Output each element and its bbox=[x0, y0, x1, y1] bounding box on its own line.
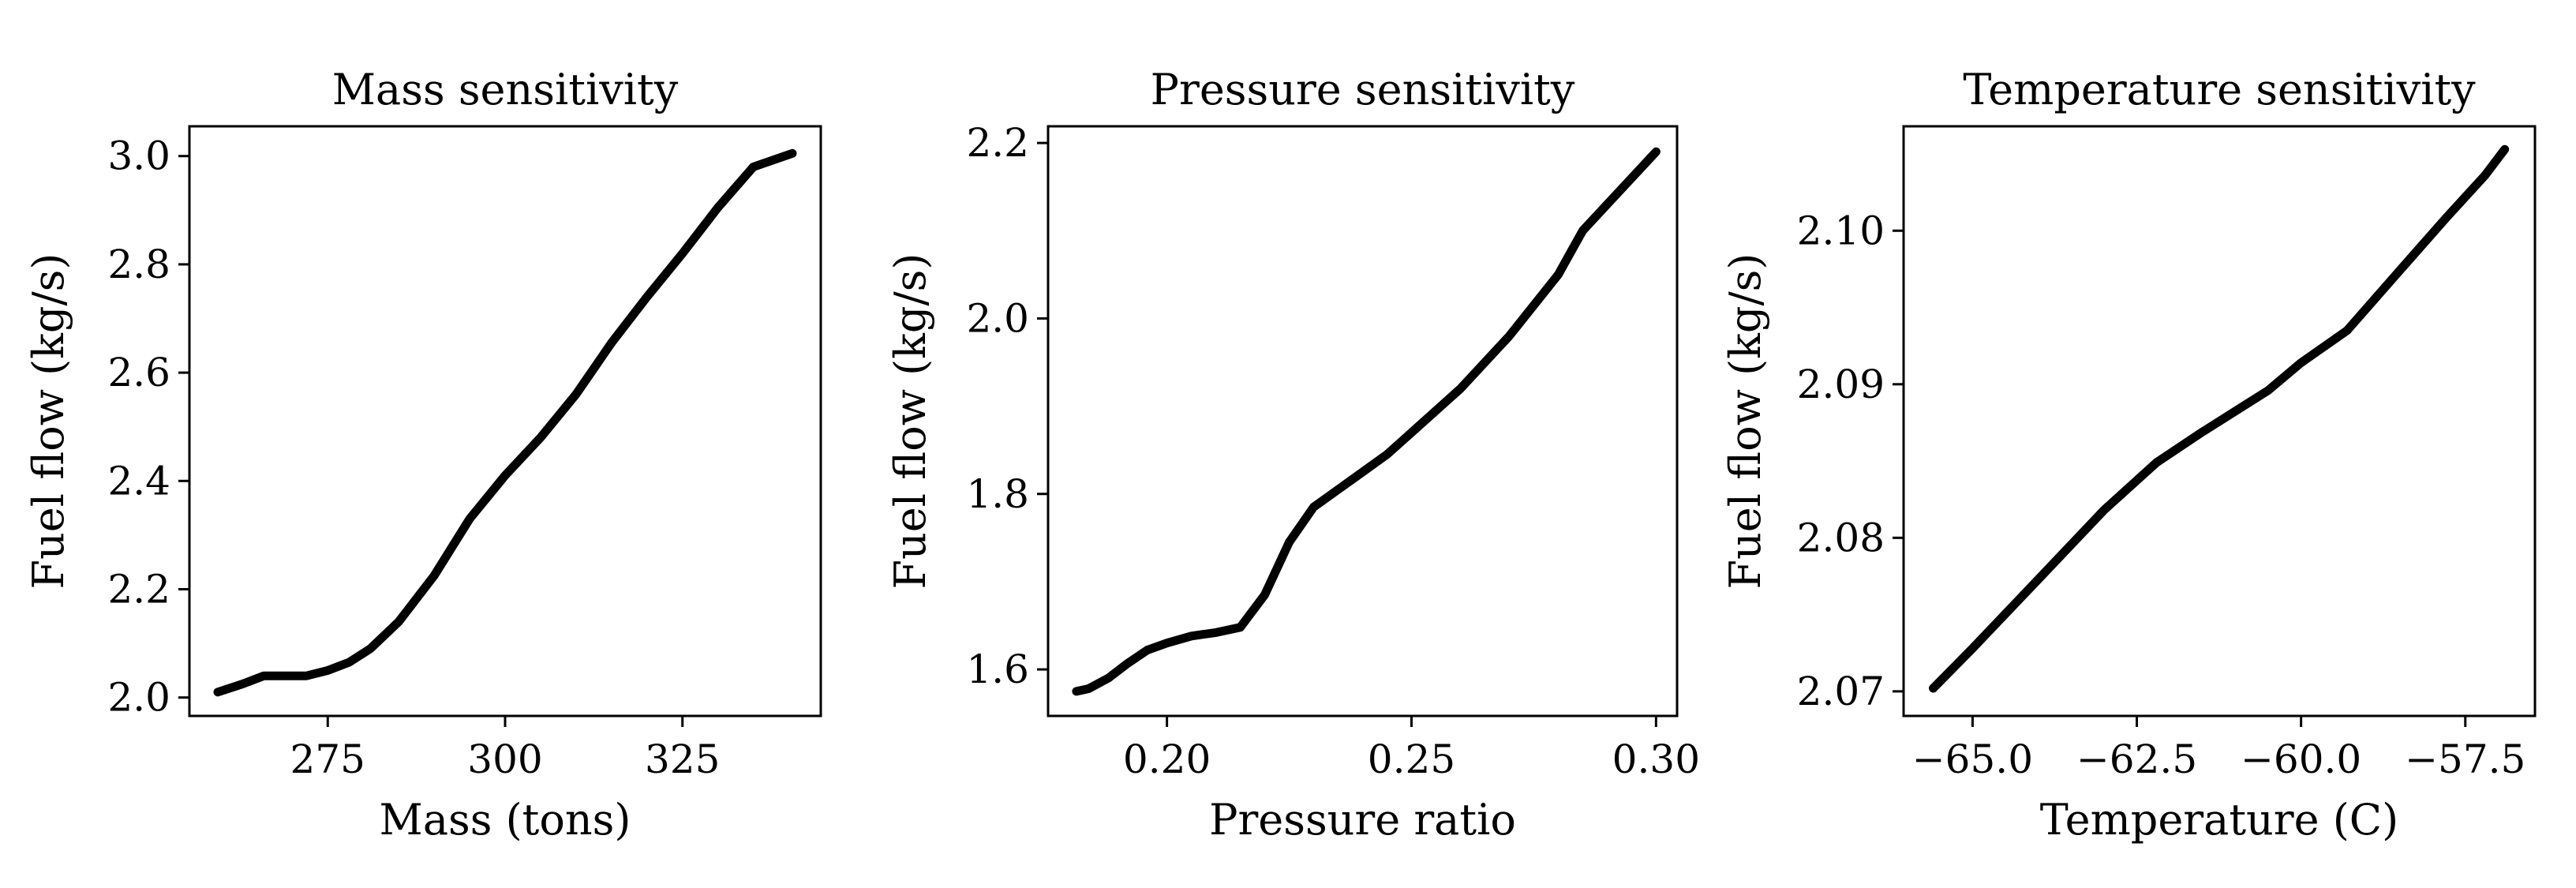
y-axis-title: Fuel flow (kg/s) bbox=[886, 253, 935, 590]
y-tick-label: 2.09 bbox=[1797, 362, 1885, 407]
x-tick-label: −65.0 bbox=[1912, 736, 2033, 782]
y-tick-label: 2.2 bbox=[966, 120, 1029, 166]
y-tick-label: 2.07 bbox=[1797, 669, 1885, 714]
x-axis-title: Mass (tons) bbox=[380, 795, 631, 845]
axes-frame bbox=[1902, 125, 2537, 718]
y-tick-label: 2.0 bbox=[966, 295, 1029, 341]
y-tick-label: 2.08 bbox=[1797, 515, 1885, 560]
y-tick-label: 1.6 bbox=[966, 646, 1029, 692]
x-tick-label: −62.5 bbox=[2076, 736, 2197, 782]
x-tick-label: −60.0 bbox=[2241, 736, 2361, 782]
x-tick-label: 300 bbox=[467, 736, 542, 782]
panel-title: Mass sensitivity bbox=[332, 65, 679, 114]
series-line-fuel-flow bbox=[1929, 144, 2510, 693]
y-tick-label: 2.4 bbox=[107, 458, 170, 504]
series-line-fuel-flow bbox=[1072, 147, 1661, 696]
panel-temperature-sensitivity: Temperature sensitivity −65.0 −62.5 −60.0 −5… bbox=[1720, 65, 2537, 845]
y-tick-label: 3.0 bbox=[107, 133, 170, 179]
y-axis-title: Fuel flow (kg/s) bbox=[24, 253, 73, 590]
panel-mass-sensitivity: Mass sensitivity 275 300 325 2.0 2.2 2.4 2.6 2.8… bbox=[24, 65, 822, 845]
x-tick-label: 0.20 bbox=[1123, 736, 1211, 782]
y-tick-label: 2.6 bbox=[107, 350, 170, 395]
y-tick-label: 2.0 bbox=[107, 675, 170, 721]
panel-title: Pressure sensitivity bbox=[1151, 65, 1575, 114]
y-tick-label: 1.8 bbox=[966, 471, 1029, 517]
y-tick-label: 2.10 bbox=[1797, 208, 1885, 253]
x-axis-title: Pressure ratio bbox=[1209, 795, 1516, 845]
series-line-fuel-flow bbox=[213, 148, 797, 697]
x-tick-label: 0.30 bbox=[1612, 736, 1700, 782]
y-tick-label: 2.8 bbox=[107, 242, 170, 287]
y-tick-label: 2.2 bbox=[107, 566, 170, 612]
x-tick-label: 0.25 bbox=[1368, 736, 1455, 782]
x-tick-label: 325 bbox=[645, 736, 720, 782]
panel-pressure-sensitivity: Pressure sensitivity 0.20 0.25 0.30 1.6 1.8 2.… bbox=[886, 65, 1700, 845]
x-tick-label: 275 bbox=[290, 736, 365, 782]
axes-frame bbox=[188, 125, 822, 718]
axes-frame bbox=[1046, 125, 1679, 718]
x-tick-label: −57.5 bbox=[2405, 736, 2525, 782]
y-axis-title: Fuel flow (kg/s) bbox=[1720, 253, 1770, 590]
x-axis-title: Temperature (C) bbox=[2040, 795, 2398, 845]
panel-title: Temperature sensitivity bbox=[1963, 65, 2476, 114]
